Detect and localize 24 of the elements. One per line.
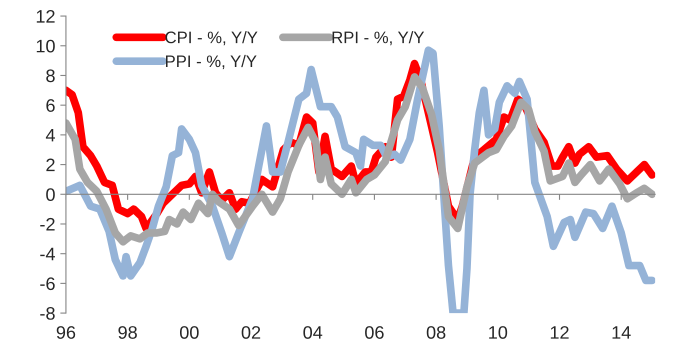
- x-tick-label: 06: [365, 326, 384, 339]
- legend-label: RPI - %, Y/Y: [332, 31, 424, 46]
- y-tick-label: -4: [40, 248, 55, 260]
- x-tick-label: 02: [242, 326, 260, 339]
- x-tick-label: 08: [426, 326, 446, 339]
- y-tick-label: 10: [36, 40, 55, 52]
- y-tick-label: 8: [46, 69, 55, 82]
- y-tick-label: 2: [46, 158, 55, 172]
- y-tick-label: -6: [40, 277, 55, 290]
- x-tick-label: 04: [303, 326, 322, 339]
- legend-label: CPI - %, Y/Y: [165, 31, 258, 46]
- legend-label: PPI - %, Y/Y: [166, 54, 257, 70]
- y-tick-label: 12: [36, 10, 55, 23]
- x-tick-label: 12: [550, 326, 569, 339]
- y-tick-label: 0: [46, 188, 55, 201]
- y-tick-label: -2: [40, 218, 55, 231]
- y-tick-label: -8: [40, 307, 55, 320]
- x-tick-label: 10: [489, 326, 508, 339]
- y-tick-label: 6: [46, 99, 55, 112]
- x-tick-label: 98: [118, 326, 137, 339]
- y-tick-label: 4: [46, 128, 55, 142]
- x-tick-label: 14: [612, 326, 631, 339]
- x-tick-label: 96: [56, 326, 76, 339]
- x-tick-label: 00: [180, 326, 199, 339]
